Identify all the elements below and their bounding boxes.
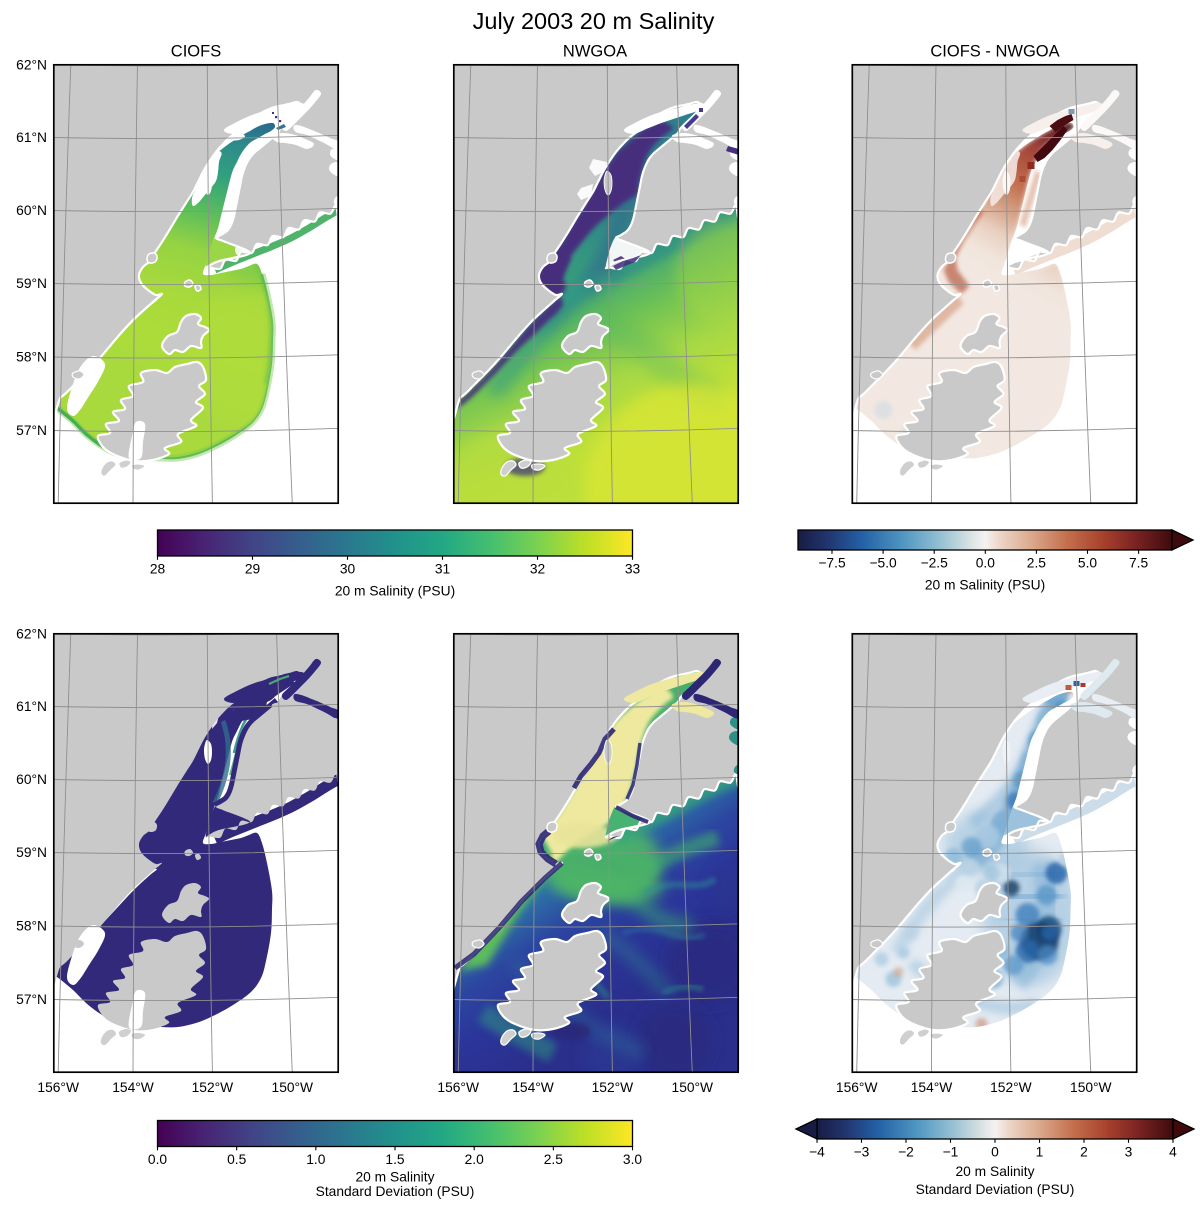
svg-text:62°N: 62°N <box>16 57 47 72</box>
svg-text:20 m Salinity (PSU): 20 m Salinity (PSU) <box>925 578 1045 593</box>
svg-text:−5.0: −5.0 <box>869 556 897 571</box>
svg-text:58°N: 58°N <box>16 350 47 365</box>
svg-text:20 m Salinity: 20 m Salinity <box>956 1164 1035 1179</box>
svg-text:156°W: 156°W <box>437 1080 479 1095</box>
svg-text:152°W: 152°W <box>192 1080 234 1095</box>
svg-text:1.5: 1.5 <box>385 1152 405 1167</box>
svg-text:2: 2 <box>1080 1145 1088 1160</box>
svg-text:57°N: 57°N <box>16 423 47 438</box>
svg-text:1.0: 1.0 <box>306 1152 326 1167</box>
svg-text:−4: −4 <box>809 1145 825 1160</box>
svg-text:0.5: 0.5 <box>227 1152 247 1167</box>
svg-text:−2.5: −2.5 <box>921 556 949 571</box>
svg-text:Standard Deviation (PSU): Standard Deviation (PSU) <box>916 1182 1075 1197</box>
svg-text:60°N: 60°N <box>16 772 47 787</box>
svg-text:−7.5: −7.5 <box>818 556 846 571</box>
svg-text:3.0: 3.0 <box>623 1152 643 1167</box>
svg-text:30: 30 <box>340 562 356 577</box>
svg-text:0.0: 0.0 <box>976 556 996 571</box>
svg-text:7.5: 7.5 <box>1129 556 1149 571</box>
svg-text:28: 28 <box>150 562 166 577</box>
svg-text:62°N: 62°N <box>16 626 47 641</box>
svg-text:150°W: 150°W <box>1070 1080 1112 1095</box>
svg-text:59°N: 59°N <box>16 276 47 291</box>
svg-text:−1: −1 <box>943 1145 959 1160</box>
svg-text:20 m Salinity (PSU): 20 m Salinity (PSU) <box>335 584 455 599</box>
svg-text:61°N: 61°N <box>16 130 47 145</box>
svg-text:Standard Deviation (PSU): Standard Deviation (PSU) <box>316 1184 475 1199</box>
svg-text:32: 32 <box>530 562 545 577</box>
svg-text:29: 29 <box>245 562 261 577</box>
svg-text:156°W: 156°W <box>37 1080 79 1095</box>
svg-text:2.5: 2.5 <box>544 1152 564 1167</box>
svg-text:31: 31 <box>435 562 450 577</box>
svg-text:152°W: 152°W <box>990 1080 1032 1095</box>
svg-text:154°W: 154°W <box>112 1080 154 1095</box>
svg-text:July 2003 20 m Salinity: July 2003 20 m Salinity <box>473 8 715 34</box>
svg-text:2.0: 2.0 <box>465 1152 485 1167</box>
svg-text:0: 0 <box>991 1145 999 1160</box>
svg-text:150°W: 150°W <box>272 1080 314 1095</box>
svg-text:156°W: 156°W <box>836 1080 878 1095</box>
svg-text:CIOFS: CIOFS <box>171 43 221 61</box>
svg-text:60°N: 60°N <box>16 203 47 218</box>
svg-text:CIOFS - NWGOA: CIOFS - NWGOA <box>930 43 1059 61</box>
svg-text:4: 4 <box>1169 1145 1177 1160</box>
svg-text:−2: −2 <box>898 1145 914 1160</box>
svg-text:33: 33 <box>625 562 641 577</box>
svg-text:20 m Salinity: 20 m Salinity <box>356 1170 435 1185</box>
svg-text:1: 1 <box>1036 1145 1044 1160</box>
svg-text:−3: −3 <box>854 1145 870 1160</box>
svg-text:2.5: 2.5 <box>1027 556 1047 571</box>
svg-text:57°N: 57°N <box>16 992 47 1007</box>
svg-text:3: 3 <box>1125 1145 1133 1160</box>
svg-text:154°W: 154°W <box>911 1080 953 1095</box>
svg-text:150°W: 150°W <box>672 1080 714 1095</box>
svg-text:152°W: 152°W <box>592 1080 634 1095</box>
svg-text:59°N: 59°N <box>16 845 47 860</box>
svg-text:0.0: 0.0 <box>148 1152 168 1167</box>
svg-text:NWGOA: NWGOA <box>563 43 627 61</box>
svg-text:61°N: 61°N <box>16 699 47 714</box>
svg-text:58°N: 58°N <box>16 919 47 934</box>
svg-text:5.0: 5.0 <box>1078 556 1098 571</box>
svg-text:154°W: 154°W <box>512 1080 554 1095</box>
